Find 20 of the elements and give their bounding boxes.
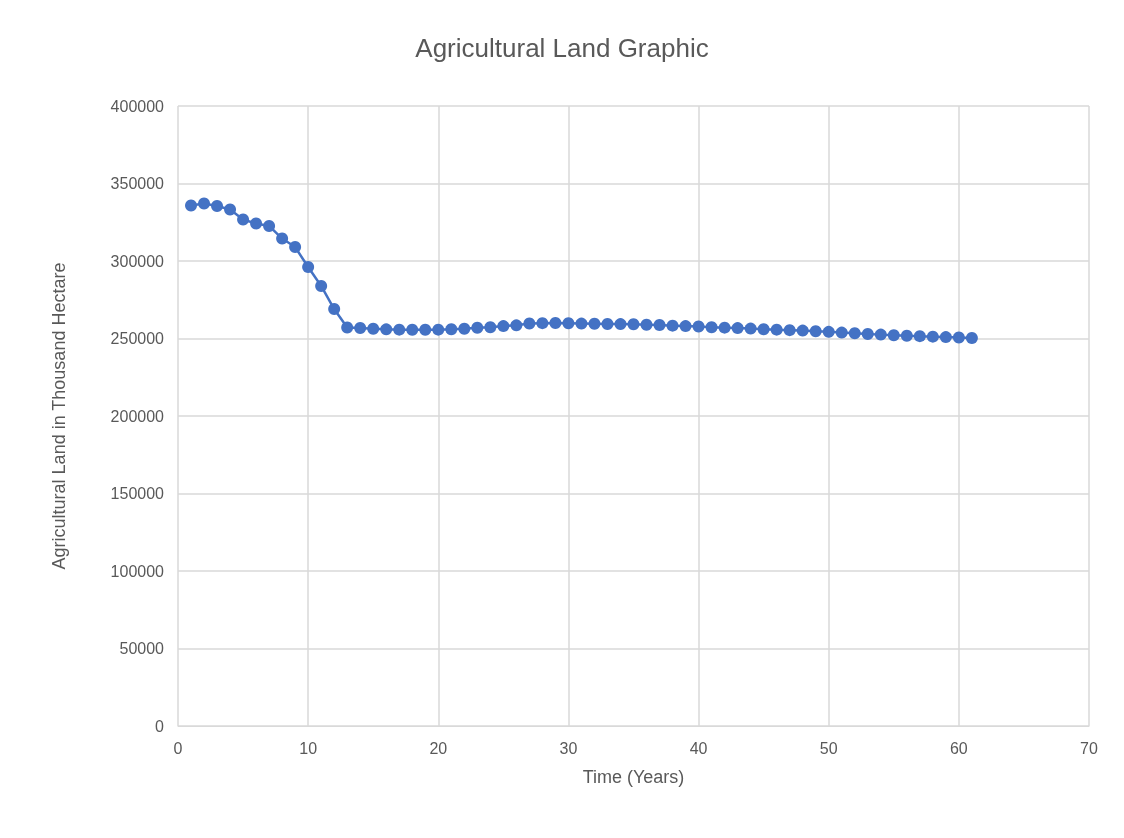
y-tick-label: 350000 <box>110 175 165 192</box>
y-axis-title: Agricultural Land in Thousand Hectare <box>49 262 69 570</box>
y-tick-label: 0 <box>155 717 165 735</box>
y-tick-label: 300000 <box>110 252 165 270</box>
x-tick-label: 30 <box>559 739 578 757</box>
y-tick-label: 400000 <box>110 97 165 115</box>
x-axis-title: Time (Years) <box>582 767 685 787</box>
chart-title: Agricultural Land Graphic <box>415 33 709 63</box>
x-tick-label: 40 <box>689 739 708 757</box>
y-tick-label: 100000 <box>110 562 165 580</box>
y-tick-label: 200000 <box>110 407 165 425</box>
y-tick-label: 150000 <box>110 485 165 502</box>
x-tick-label: 70 <box>1080 739 1098 757</box>
x-tick-label: 10 <box>299 739 318 757</box>
x-tick-label: 20 <box>429 739 448 757</box>
x-tick-label: 50 <box>819 739 838 757</box>
y-tick-label: 250000 <box>110 330 165 347</box>
y-tick-label: 50000 <box>119 640 165 657</box>
x-tick-label: 60 <box>949 739 968 757</box>
x-tick-label: 0 <box>173 739 183 757</box>
